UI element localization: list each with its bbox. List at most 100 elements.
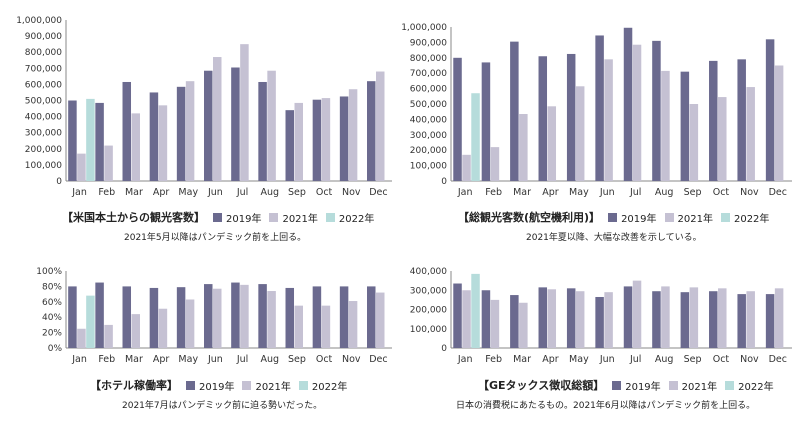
x-tick-label: Mar	[125, 354, 143, 365]
x-tick-label: Sep	[684, 354, 702, 365]
y-tick-label: 300,000	[410, 286, 447, 296]
legend-label: 2021年	[282, 213, 318, 225]
bar-2019	[204, 284, 213, 348]
legend-label: 2022年	[338, 213, 375, 225]
legend-item-2022: 2022年	[720, 210, 770, 225]
bar-2019	[538, 287, 548, 348]
chart-legend: 【ホテル稼働率】 2019年 2021年 2022年	[90, 377, 355, 393]
legend-item-2019: 2019年	[186, 378, 234, 393]
x-tick-label: Apr	[153, 354, 170, 365]
bar-2021	[294, 102, 304, 181]
y-tick-label: 300,000	[25, 129, 62, 139]
bar-2019	[285, 287, 295, 348]
bar-2021	[774, 288, 784, 348]
legend-label: 2022年	[311, 381, 348, 393]
bar-2021	[267, 70, 276, 181]
x-tick-label: Oct	[713, 354, 730, 365]
bar-2019	[176, 287, 186, 348]
bar-2019	[566, 288, 576, 348]
x-tick-label: Jan	[457, 354, 473, 365]
bar-2021	[104, 324, 113, 348]
legend-item-2021: 2021年	[664, 210, 713, 225]
bar-2021	[661, 286, 670, 348]
x-tick-label: Feb	[98, 187, 115, 198]
y-tick-label: 400,000	[410, 267, 447, 277]
x-tick-label: Sep	[288, 187, 306, 198]
bar-2019	[510, 295, 519, 348]
legend-label: 2022年	[733, 213, 770, 225]
x-tick-label: Dec	[369, 354, 387, 365]
y-tick-label: 0	[56, 177, 62, 187]
chart-note: 2021年7月はパンデミック前に迫る勢いだった。	[122, 401, 323, 411]
bar-2019	[312, 286, 322, 348]
chart-panel-hotel-occupancy: 0% 20% 40% 60% 80% 100% Jan Feb Mar Apr May Jun Jul A…	[0, 250, 400, 443]
bar-2019	[95, 282, 104, 348]
y-tick-label: 600,000	[25, 80, 62, 90]
x-tick-label: Aug	[260, 354, 279, 365]
bar-2021	[632, 44, 642, 182]
y-tick-label: 60%	[42, 298, 62, 308]
legend-item-2019: 2019年	[608, 210, 657, 225]
bar-2019	[68, 286, 77, 348]
bar-2021	[661, 70, 670, 181]
bar-2021	[746, 87, 755, 181]
y-tick-label: 40%	[42, 313, 62, 323]
bar-2021	[376, 292, 385, 348]
bar-2021	[185, 81, 195, 181]
x-tick-label: Jun	[599, 187, 615, 198]
x-tick-label: Apr	[542, 354, 559, 365]
legend-item-2021: 2021年	[269, 210, 318, 225]
bar-2019	[737, 294, 746, 348]
y-tick-label: 0	[441, 177, 447, 187]
legend-swatch-2019	[608, 212, 618, 222]
x-tick-label: May	[569, 354, 589, 365]
bar-2022	[471, 273, 480, 348]
x-tick-label: May	[178, 187, 198, 198]
bar-2021	[77, 153, 86, 181]
x-tick-label: Nov	[342, 354, 361, 365]
bar-2019	[149, 287, 159, 348]
bar-2019	[680, 71, 690, 181]
bar-2021	[213, 288, 222, 348]
bar-2021	[490, 299, 500, 348]
bar-2019	[258, 284, 267, 348]
bar-2021	[774, 65, 784, 181]
legend-swatch-2021	[269, 212, 279, 222]
legend-label: 2021年	[255, 381, 291, 393]
bar-2021	[689, 104, 699, 181]
y-tick-label: 500,000	[25, 97, 62, 107]
x-tick-label: Jun	[207, 187, 223, 198]
x-tick-label: Aug	[655, 354, 674, 365]
chart-note: 日本の消費税にあたるもの。2021年6月以降はパンデミック前を上回る。	[456, 401, 756, 411]
legend-swatch-2022	[298, 380, 308, 390]
bar-2021	[348, 89, 358, 181]
bar-2019	[623, 286, 633, 348]
x-tick-label: Dec	[369, 187, 387, 198]
legend-item-2019: 2019年	[213, 210, 261, 225]
y-tick-label: 20%	[42, 329, 62, 339]
y-tick-label: 500,000	[410, 100, 447, 110]
chart-note: 2021年夏以降、大幅な改善を示している。	[526, 233, 702, 243]
legend-swatch-2019	[186, 380, 195, 390]
bar-2021	[718, 97, 727, 181]
legend-swatch-2022	[725, 380, 735, 390]
x-tick-label: Jul	[236, 187, 248, 198]
bar-2019	[652, 291, 661, 348]
y-tick-label: 0	[441, 344, 447, 354]
legend-swatch-2021	[664, 212, 674, 222]
bar-2019	[481, 290, 491, 348]
chart-title: 【総観光客数(航空機利用)】	[458, 211, 601, 224]
x-tick-label: Apr	[542, 187, 559, 198]
bar-2019	[204, 70, 213, 181]
y-tick-label: 600,000	[410, 85, 447, 95]
bar-2021	[158, 105, 168, 181]
bar-2019	[453, 283, 462, 348]
chart-title: 【ホテル稼働率】	[90, 379, 178, 392]
bar-2019	[231, 282, 240, 348]
bar-2019	[453, 57, 462, 181]
bar-2019	[652, 40, 661, 181]
legend-label: 2019年	[621, 213, 657, 225]
bar-2019	[285, 110, 295, 181]
legend-swatch-2019	[612, 380, 622, 390]
y-tick-label: 700,000	[410, 69, 447, 79]
